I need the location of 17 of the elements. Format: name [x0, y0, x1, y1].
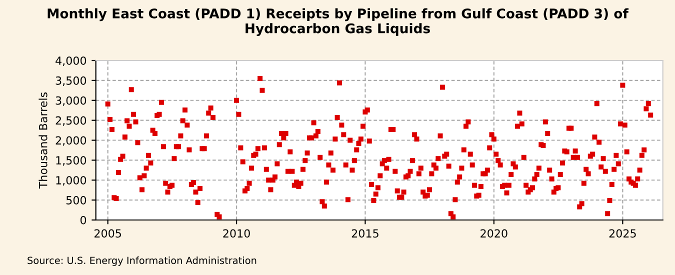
x-tick-label: 2020	[480, 229, 508, 238]
y-tick-label: 1,500	[56, 156, 86, 166]
y-tick-label: 2,000	[56, 136, 86, 146]
x-tick-label: 2005	[94, 229, 121, 238]
y-tick-label: 2,500	[56, 116, 86, 126]
y-tick-label: 3,500	[56, 76, 86, 86]
x-tick-label: 2015	[352, 229, 378, 238]
source-note: Source: U.S. Energy Information Administration	[28, 256, 256, 266]
y-tick-label: 3,000	[56, 96, 86, 106]
y-tick-label: 0	[80, 216, 86, 224]
y-tick-label: 4,000	[56, 56, 86, 66]
x-tick-label: 2025	[609, 229, 636, 238]
x-tick-label: 2010	[223, 229, 250, 238]
y-tick-label: 1,000	[56, 176, 86, 186]
y-axis-title: Thousand Barrels	[38, 92, 48, 189]
y-tick-label: 500	[66, 196, 86, 204]
chart-title: Monthly East Coast (PADD 1) Receipts by Pipeline from Gulf Coast (PADD 3) of Hydrocarbon Gas Liquids	[48, 8, 629, 36]
